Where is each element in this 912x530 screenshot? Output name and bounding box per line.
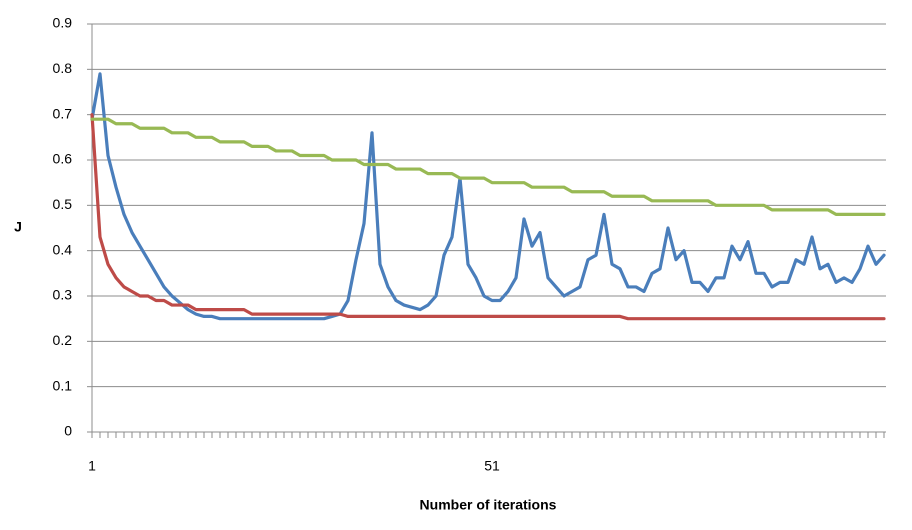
y-tick-label: 0.8 (53, 60, 73, 76)
y-tick-label: 0.9 (53, 15, 73, 31)
x-axis-title: Number of iterations (420, 497, 557, 513)
x-tick-label: 51 (484, 458, 500, 474)
y-tick-label: 0.3 (53, 287, 73, 303)
series-line (90, 113, 886, 321)
y-tick-label: 0.5 (53, 196, 73, 212)
series-line (90, 72, 886, 321)
x-tick-label: 1 (88, 458, 96, 474)
y-tick-label: 0.6 (53, 151, 73, 167)
y-tick-label: 0.2 (53, 332, 73, 348)
y-tick-label: 0.1 (53, 377, 73, 393)
y-tick-label: 0.7 (53, 105, 73, 121)
series-line (90, 117, 886, 216)
y-tick-label: 0.4 (53, 241, 73, 257)
y-axis-title: J (14, 219, 22, 235)
y-tick-label: 0 (64, 423, 72, 439)
